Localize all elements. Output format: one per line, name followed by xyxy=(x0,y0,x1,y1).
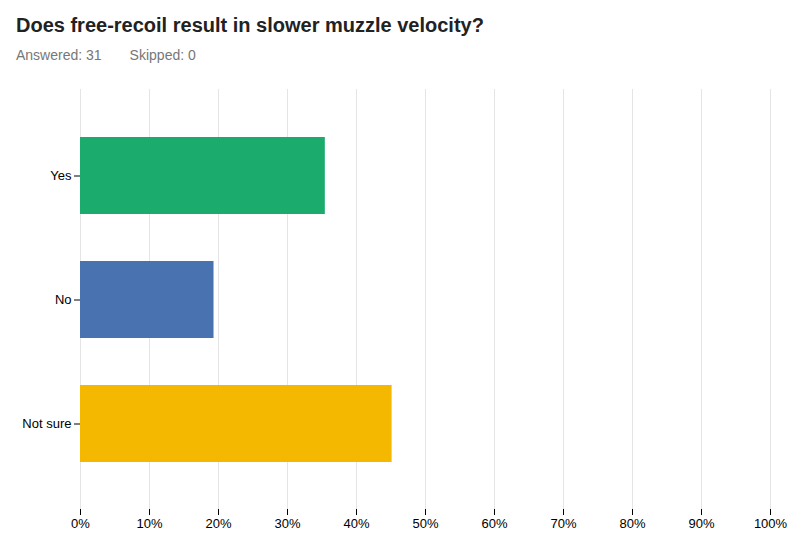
svg-text:50%: 50% xyxy=(412,516,438,531)
svg-text:No: No xyxy=(55,292,72,307)
svg-text:Not sure: Not sure xyxy=(22,416,71,431)
svg-text:60%: 60% xyxy=(481,516,507,531)
svg-text:40%: 40% xyxy=(343,516,369,531)
svg-text:Yes: Yes xyxy=(50,168,72,183)
svg-text:0%: 0% xyxy=(71,516,90,531)
svg-text:20%: 20% xyxy=(205,516,231,531)
svg-text:90%: 90% xyxy=(688,516,714,531)
svg-text:70%: 70% xyxy=(550,516,576,531)
svg-text:100%: 100% xyxy=(754,516,788,531)
html-text:Answered: 31: Answered: 31 xyxy=(16,47,102,63)
html-text:Skipped: 0: Skipped: 0 xyxy=(129,47,196,63)
svg-text:10%: 10% xyxy=(136,516,162,531)
html-text:Does free-recoil result in slo: Does free-recoil result in slower muzzle… xyxy=(16,14,484,36)
svg-text:30%: 30% xyxy=(274,516,300,531)
svg-text:80%: 80% xyxy=(619,516,645,531)
